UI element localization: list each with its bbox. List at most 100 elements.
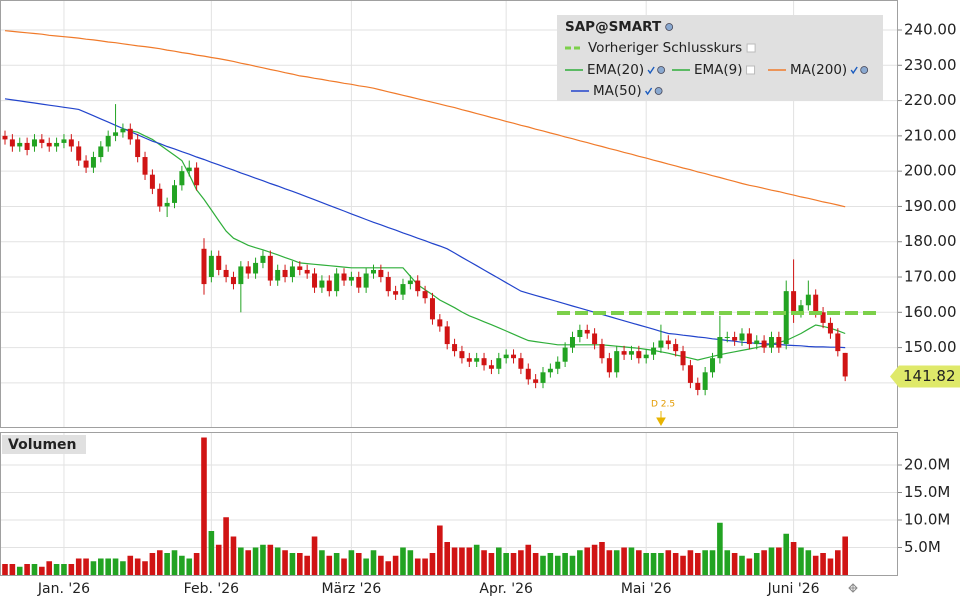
volume-bar <box>510 553 517 575</box>
dividend-annotation: D 2.5 <box>651 400 675 410</box>
x-tick-label: Jan. '26 <box>37 581 90 597</box>
x-tick-label: Feb. '26 <box>184 581 239 597</box>
candle-body <box>54 142 60 147</box>
candle-body <box>739 333 745 341</box>
candle-body <box>39 139 45 143</box>
candle-body <box>186 167 192 172</box>
candle-body <box>511 354 517 359</box>
volume-bar <box>46 561 53 575</box>
candle-body <box>31 139 37 147</box>
dividend-arrow <box>656 411 666 427</box>
y-tick-label: 160.00 <box>904 303 957 321</box>
candle-body <box>400 284 406 295</box>
legend-toggle[interactable] <box>645 87 653 96</box>
candle-body <box>658 340 664 348</box>
legend-toggle[interactable] <box>647 66 655 75</box>
volume-bar <box>83 558 89 575</box>
y-tick-label: 210.00 <box>904 126 957 144</box>
candle-body <box>172 185 178 203</box>
candle-body <box>474 358 480 362</box>
candle-body <box>562 347 568 362</box>
candle-body <box>312 273 318 288</box>
volume-bar <box>252 547 259 575</box>
y-tick-label: 200.00 <box>904 162 957 180</box>
legend-settings[interactable] <box>657 66 666 74</box>
volume-bar <box>466 547 473 575</box>
candle-body <box>127 128 133 140</box>
candle-body <box>9 139 15 147</box>
legend-box <box>557 15 883 101</box>
candle-body <box>297 266 303 270</box>
candle-body <box>245 266 251 274</box>
candle-body <box>606 358 612 373</box>
candle-body <box>216 255 222 270</box>
candle-body <box>429 298 435 320</box>
legend-toggle[interactable] <box>746 43 756 53</box>
volume-bar <box>459 547 465 575</box>
volume-bar <box>658 553 664 575</box>
candle-body <box>695 382 701 390</box>
volume-bar <box>481 550 487 575</box>
volume-bar <box>134 558 141 575</box>
volume-bar <box>105 558 111 575</box>
candle-body <box>282 269 288 278</box>
volume-bar <box>348 550 355 575</box>
volume-title: Volumen <box>8 437 77 453</box>
volume-bar <box>776 547 782 575</box>
candle-body <box>253 262 259 274</box>
volume-bar <box>142 561 148 575</box>
candle-body <box>496 358 502 369</box>
volume-bar <box>518 550 524 575</box>
ma-line <box>4 98 846 349</box>
candle-body <box>105 135 111 147</box>
legend-toggle[interactable] <box>746 65 756 75</box>
candle-body <box>68 139 74 147</box>
volume-bar <box>61 564 67 575</box>
candle-body <box>407 280 413 285</box>
volume-bar <box>672 553 679 575</box>
volume-bar <box>687 550 694 575</box>
candle-body <box>326 280 332 292</box>
volume-bar <box>230 536 237 575</box>
volume-bar <box>820 553 826 575</box>
last-price-tag <box>890 365 960 388</box>
candle-body <box>754 340 760 345</box>
volume-bar <box>149 553 156 575</box>
volume-pane <box>2 437 848 575</box>
volume-bar <box>437 525 443 575</box>
volume-bar <box>31 564 38 575</box>
candle-body <box>813 294 819 313</box>
scroll-icon[interactable] <box>848 583 858 593</box>
volume-bar <box>53 564 60 575</box>
volume-bar <box>186 558 193 575</box>
volume-bar <box>326 555 333 575</box>
volume-bar <box>385 561 392 575</box>
volume-bar <box>429 553 436 575</box>
volume-bar <box>717 522 723 575</box>
candle-body <box>687 365 693 383</box>
legend-settings[interactable] <box>665 23 674 31</box>
candle-body <box>356 277 362 288</box>
candle-body <box>334 273 340 292</box>
volume-bar <box>282 550 288 575</box>
legend-settings[interactable] <box>860 66 869 74</box>
legend-toggle[interactable] <box>850 66 858 75</box>
candle-body <box>569 337 575 348</box>
volume-bar <box>208 531 215 575</box>
volume-bar <box>606 550 613 575</box>
candle-body <box>164 202 170 207</box>
volume-bar <box>215 544 222 575</box>
y-tick-label: 10.0M <box>904 511 950 529</box>
candle-body <box>761 340 767 348</box>
candle-body <box>415 280 421 292</box>
volume-bar <box>422 558 428 575</box>
candle-body <box>525 368 531 380</box>
volume-bar <box>311 536 318 575</box>
volume-bar <box>400 547 406 575</box>
y-tick-label: 20.0M <box>904 456 950 474</box>
legend-settings[interactable] <box>654 87 663 95</box>
legend: SAP@SMART Vorheriger Schlusskurs EMA(20) EM… <box>557 15 883 101</box>
volume-bar <box>363 558 369 575</box>
candle-body <box>776 337 782 348</box>
volume-bar <box>753 553 760 575</box>
